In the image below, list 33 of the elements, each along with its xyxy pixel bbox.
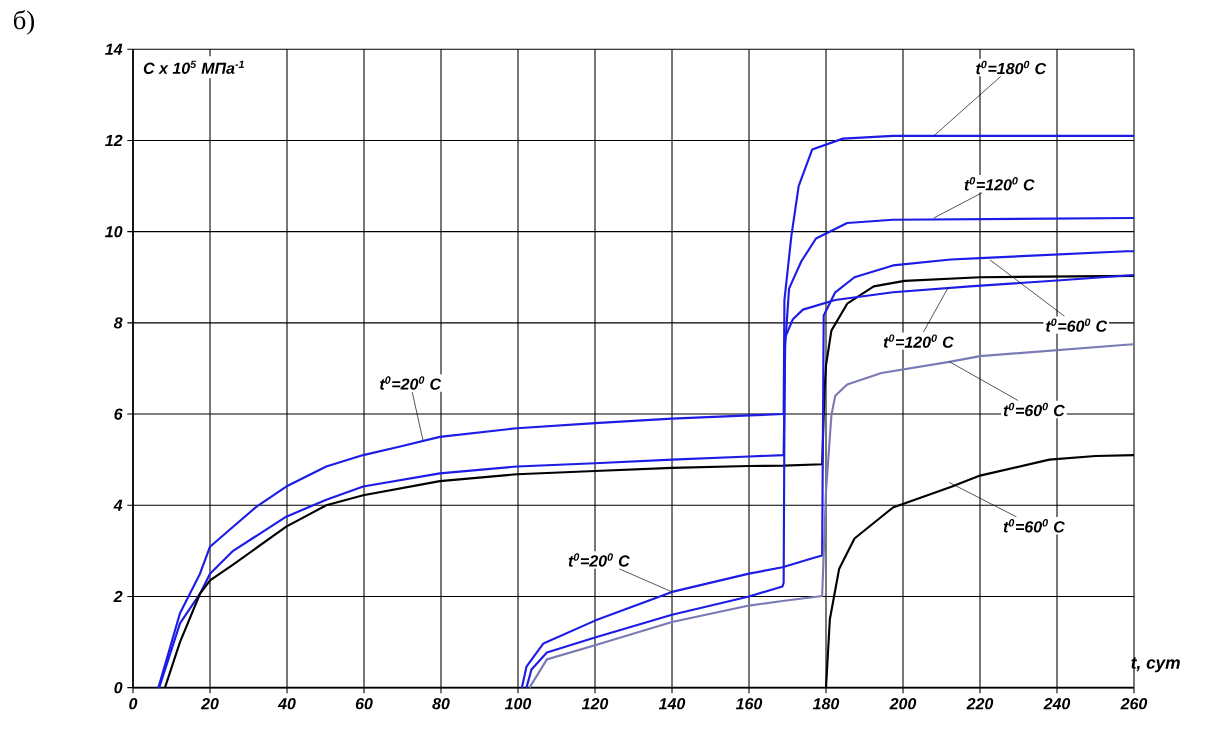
annotation: t$^{0}$=60$^{0}$ C xyxy=(1046,318,1108,332)
annotation: t$^{0}$=180$^{0}$ C xyxy=(976,60,1047,75)
x-tick-label: 240 xyxy=(1043,698,1071,710)
x-tick-label: 200 xyxy=(889,698,917,710)
x-tick-label: 20 xyxy=(200,698,219,710)
x-tick-label: 140 xyxy=(658,698,686,710)
x-tick-label: 260 xyxy=(1120,698,1148,710)
y-tick-label: 6 xyxy=(114,408,123,420)
x-tick-label: 120 xyxy=(581,698,609,710)
x-axis-title: t, сут xyxy=(1131,657,1180,673)
annotation: t$^{0}$=20$^{0}$ C xyxy=(380,376,442,390)
annotation: t$^{0}$=60$^{0}$ C xyxy=(1003,402,1065,417)
y-tick-label: 14 xyxy=(105,43,123,55)
y-tick-label: 12 xyxy=(105,134,123,147)
annotation: t$^{0}$=20$^{0}$ C xyxy=(568,553,630,567)
y-tick-label: 4 xyxy=(113,499,123,511)
y-tick-label: 10 xyxy=(105,226,123,238)
x-tick-label: 80 xyxy=(432,698,450,710)
annotation: t$^{0}$=60$^{0}$ C xyxy=(1003,519,1065,533)
chart-title: б) xyxy=(13,10,35,35)
annotation: t$^{0}$=120$^{0}$ C xyxy=(883,334,954,348)
x-tick-label: 160 xyxy=(735,698,763,710)
x-tick-label: 180 xyxy=(812,698,840,710)
y-tick-label: 0 xyxy=(114,681,123,694)
y-tick-label: 8 xyxy=(113,317,123,329)
x-tick-label: 40 xyxy=(277,698,296,710)
x-tick-label: 220 xyxy=(966,698,994,710)
y-tick-label: 2 xyxy=(113,590,123,603)
annotation: t$^{0}$=120$^{0}$ C xyxy=(964,177,1035,191)
y-axis-title: C x 10$^{5}$ МПа$^{-1}$ xyxy=(143,60,244,74)
x-tick-label: 60 xyxy=(355,698,373,710)
x-tick-label: 0 xyxy=(129,698,138,710)
x-tick-label: 100 xyxy=(504,698,532,710)
